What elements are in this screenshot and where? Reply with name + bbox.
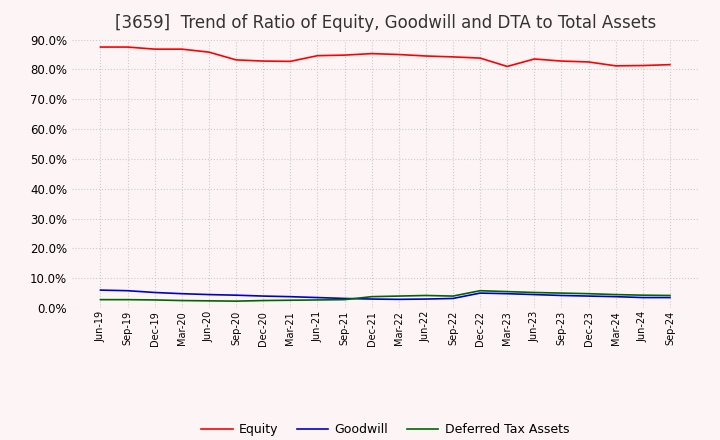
Goodwill [530,292,539,297]
Goodwill [286,294,294,299]
Equity [123,44,132,50]
Deferred Tax Assets [665,293,674,298]
Deferred Tax Assets [286,297,294,303]
Goodwill [611,294,620,299]
Deferred Tax Assets [449,293,457,299]
Equity [639,63,647,68]
Goodwill [584,293,593,299]
Deferred Tax Assets [367,294,376,299]
Goodwill [421,297,430,302]
Deferred Tax Assets [178,298,186,303]
Goodwill [639,295,647,300]
Equity [150,47,159,52]
Deferred Tax Assets [395,293,403,299]
Equity [395,52,403,57]
Equity [476,55,485,61]
Deferred Tax Assets [639,293,647,298]
Goodwill [96,287,105,293]
Deferred Tax Assets [611,292,620,297]
Equity [611,63,620,69]
Goodwill [557,293,566,298]
Goodwill [341,296,349,301]
Deferred Tax Assets [150,297,159,303]
Equity [232,57,240,62]
Goodwill [178,291,186,296]
Deferred Tax Assets [232,298,240,304]
Deferred Tax Assets [259,298,268,303]
Deferred Tax Assets [503,289,511,294]
Line: Goodwill: Goodwill [101,290,670,299]
Goodwill [449,296,457,301]
Goodwill [367,297,376,302]
Deferred Tax Assets [584,291,593,296]
Title: [3659]  Trend of Ratio of Equity, Goodwill and DTA to Total Assets: [3659] Trend of Ratio of Equity, Goodwil… [114,15,656,33]
Deferred Tax Assets [123,297,132,302]
Equity [204,49,213,55]
Equity [96,44,105,50]
Equity [341,52,349,58]
Deferred Tax Assets [96,297,105,302]
Goodwill [395,297,403,302]
Equity [557,59,566,64]
Goodwill [123,288,132,293]
Deferred Tax Assets [313,297,322,303]
Legend: Equity, Goodwill, Deferred Tax Assets: Equity, Goodwill, Deferred Tax Assets [197,418,574,440]
Equity [313,53,322,59]
Goodwill [476,290,485,296]
Goodwill [259,293,268,299]
Equity [259,59,268,64]
Equity [421,53,430,59]
Goodwill [503,291,511,296]
Line: Deferred Tax Assets: Deferred Tax Assets [101,291,670,301]
Goodwill [232,293,240,298]
Deferred Tax Assets [476,288,485,293]
Goodwill [204,292,213,297]
Goodwill [313,295,322,300]
Deferred Tax Assets [421,293,430,298]
Equity [503,64,511,69]
Equity [584,59,593,65]
Deferred Tax Assets [341,297,349,302]
Equity [367,51,376,56]
Goodwill [665,295,674,300]
Deferred Tax Assets [530,290,539,295]
Equity [286,59,294,64]
Equity [530,56,539,62]
Deferred Tax Assets [557,290,566,296]
Equity [449,54,457,59]
Deferred Tax Assets [204,298,213,304]
Line: Equity: Equity [101,47,670,66]
Equity [178,47,186,52]
Equity [665,62,674,67]
Goodwill [150,290,159,295]
